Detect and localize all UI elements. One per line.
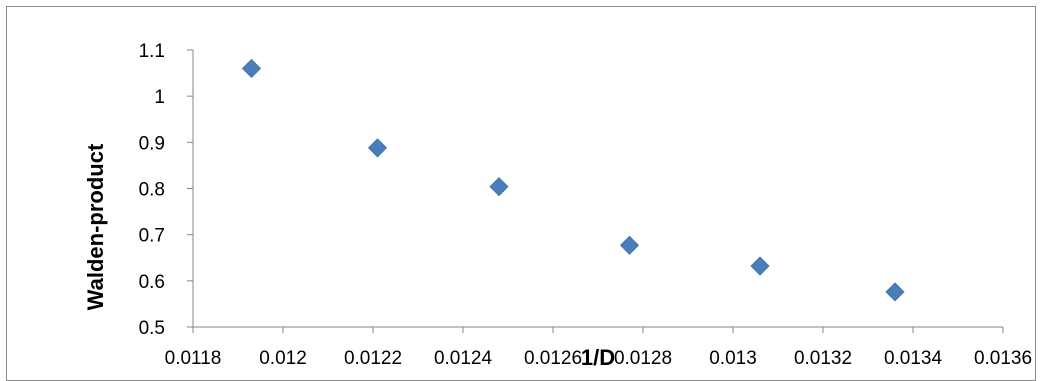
- data-point: [750, 256, 770, 276]
- x-tick-label: 0.0118: [165, 348, 222, 369]
- x-tick-label: 0.012: [259, 348, 307, 369]
- x-tick-label: 0.0128: [614, 348, 672, 369]
- y-tick-label: 1: [154, 87, 165, 108]
- y-tick-label: 0.6: [139, 272, 165, 293]
- y-tick-labels: 0.5 0.6 0.7 0.8 0.9 1 1.1: [139, 41, 165, 339]
- data-point: [885, 282, 905, 302]
- data-point: [367, 138, 388, 158]
- x-tick-label: 0.0136: [974, 348, 1032, 369]
- x-tick-label: 0.013: [709, 348, 757, 369]
- x-axis-title: 1/D: [581, 345, 615, 370]
- y-tick-label: 0.7: [139, 226, 165, 247]
- x-tick-labels: 0.0118 0.012 0.0122 0.0124 0.0126 0.0128 0.013…: [165, 348, 1032, 369]
- y-tick-label: 0.9: [139, 133, 165, 154]
- data-points: [241, 58, 905, 302]
- x-tick-label: 0.0122: [344, 348, 402, 369]
- data-point: [489, 177, 509, 197]
- x-tick-label: 0.0126: [524, 348, 582, 369]
- x-tick-label: 0.0124: [434, 348, 493, 369]
- chart-frame: [6, 6, 1036, 381]
- y-tick-label: 1.1: [139, 41, 165, 62]
- axes: [187, 49, 1004, 333]
- x-tick-label: 0.0134: [884, 348, 943, 369]
- data-point: [241, 58, 262, 79]
- y-tick-label: 0.8: [139, 180, 165, 201]
- data-point: [619, 235, 640, 255]
- x-tick-label: 0.0132: [794, 348, 852, 369]
- y-tick-label: 0.5: [139, 318, 165, 339]
- y-axis-title: Walden-product: [83, 143, 108, 310]
